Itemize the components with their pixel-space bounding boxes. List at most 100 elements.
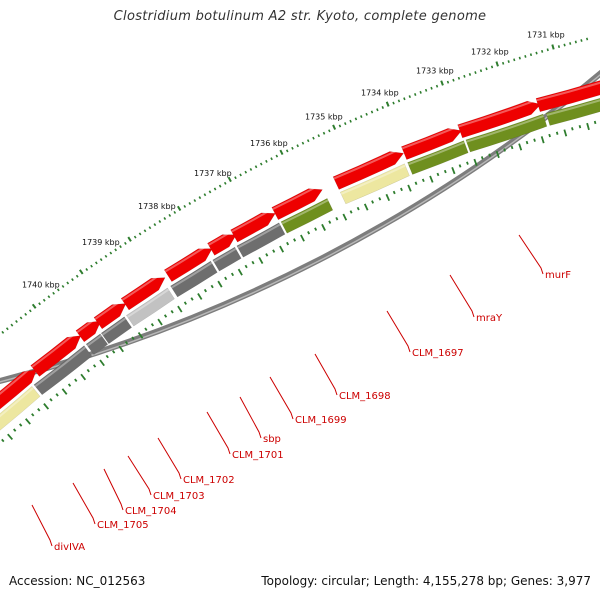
forward-cds-arrow [535, 80, 600, 113]
minor-tick [296, 144, 299, 148]
reverse-cds-olive [465, 113, 548, 153]
minor-tick [446, 80, 450, 84]
minor-tick [408, 95, 411, 99]
minor-tick [360, 115, 363, 119]
minor-tick [99, 258, 103, 262]
minor-tick [322, 131, 326, 135]
minor-tick [349, 119, 352, 123]
minor-tick [419, 90, 422, 94]
major-tick [79, 269, 84, 275]
gene-label: sbp [263, 434, 281, 445]
minor-tick [275, 154, 279, 158]
forward-cds-arrow [332, 151, 405, 190]
reverse-cds-olive [407, 140, 469, 175]
gene-leader-line [103, 468, 124, 511]
minor-tick [328, 129, 331, 133]
minor-tick [203, 193, 207, 197]
minor-tick [163, 216, 167, 220]
reverse-cds-grey [236, 222, 286, 258]
forward-cds-arrow [230, 212, 276, 243]
minor-tick [90, 264, 93, 268]
major-tick [385, 101, 390, 107]
minor-tick [249, 167, 253, 171]
minor-tick [306, 139, 310, 143]
minor-tick [338, 124, 342, 128]
tick-label: 1733 kbp [416, 67, 454, 76]
minor-tick [114, 248, 118, 252]
minor-tick [513, 58, 516, 62]
minor-tick [109, 251, 113, 255]
reverse-cds-light-grey [125, 287, 175, 327]
minor-tick [104, 254, 108, 258]
minor-tick [452, 78, 455, 82]
minor-tick [75, 274, 79, 278]
tick-label: 1740 kbp [22, 281, 60, 290]
minor-tick [183, 204, 187, 208]
tick-label: 1738 kbp [138, 202, 176, 211]
forward-cds-arrow [457, 100, 542, 139]
minor-tick [119, 245, 122, 249]
forward-cds-arrow [75, 320, 102, 343]
minor-tick [42, 298, 46, 302]
minor-tick [239, 173, 242, 177]
gene-label: CLM_1702 [183, 475, 235, 486]
minor-tick [535, 51, 538, 55]
minor-tick [569, 42, 572, 45]
reverse-cds-grey [33, 345, 93, 396]
minor-tick [47, 295, 51, 299]
tick-labels: 1731 kbp 1732 kbp 1733 kbp 1734 kbp 1735 kbp… [22, 30, 565, 289]
minor-tick [370, 110, 374, 114]
major-tick [176, 205, 182, 212]
minor-tick [259, 162, 263, 166]
tick-label: 1737 kbp [194, 169, 232, 178]
minor-tick [291, 146, 294, 150]
gene-leader-line [206, 411, 231, 455]
minor-tick [138, 232, 142, 236]
minor-tick [66, 281, 70, 285]
minor-tick [188, 202, 192, 205]
minor-tick [198, 196, 202, 200]
forward-cds-arrow [163, 248, 213, 282]
minor-tick [265, 159, 268, 163]
forward-cds-arrow [0, 369, 38, 410]
gene-leader-line [449, 274, 475, 318]
major-tick [127, 236, 132, 242]
map-title: Clostridium botulinum A2 str. Kyoto, com… [113, 9, 487, 24]
minor-tick [424, 88, 428, 92]
reverse-cds-grey [85, 333, 109, 355]
minor-tick [557, 45, 561, 49]
minor-tick [158, 220, 162, 224]
minor-tick [85, 268, 89, 272]
minor-tick [19, 316, 23, 320]
minor-tick [234, 176, 237, 180]
minor-tick [71, 278, 74, 282]
major-tick [279, 149, 284, 156]
minor-tick [490, 65, 494, 69]
forward-cds-arrow [207, 234, 237, 256]
minor-tick [403, 97, 406, 101]
reverse-cds-pale [0, 385, 41, 431]
gene-leader-line [157, 437, 182, 480]
gene-label: divIVA [54, 542, 85, 553]
minor-tick [414, 93, 417, 96]
minor-tick [479, 69, 483, 73]
gene-leader-line [314, 353, 338, 396]
forward-cds-arrow [30, 335, 82, 377]
minor-tick [430, 86, 433, 90]
feature-track [0, 80, 600, 443]
minor-tick [133, 235, 137, 239]
reverse-cds-grey [100, 316, 133, 345]
tick-label: 1735 kbp [305, 113, 343, 122]
minor-tick [223, 181, 227, 185]
minor-tick [507, 60, 510, 64]
major-tick [551, 44, 555, 50]
minor-tick [586, 37, 589, 41]
minor-tick [124, 241, 127, 245]
tick-label: 1739 kbp [82, 238, 120, 247]
gene-label: CLM_1704 [125, 506, 177, 517]
minor-tick [1, 330, 5, 334]
minor-tick [38, 302, 41, 306]
minor-tick [218, 184, 222, 188]
